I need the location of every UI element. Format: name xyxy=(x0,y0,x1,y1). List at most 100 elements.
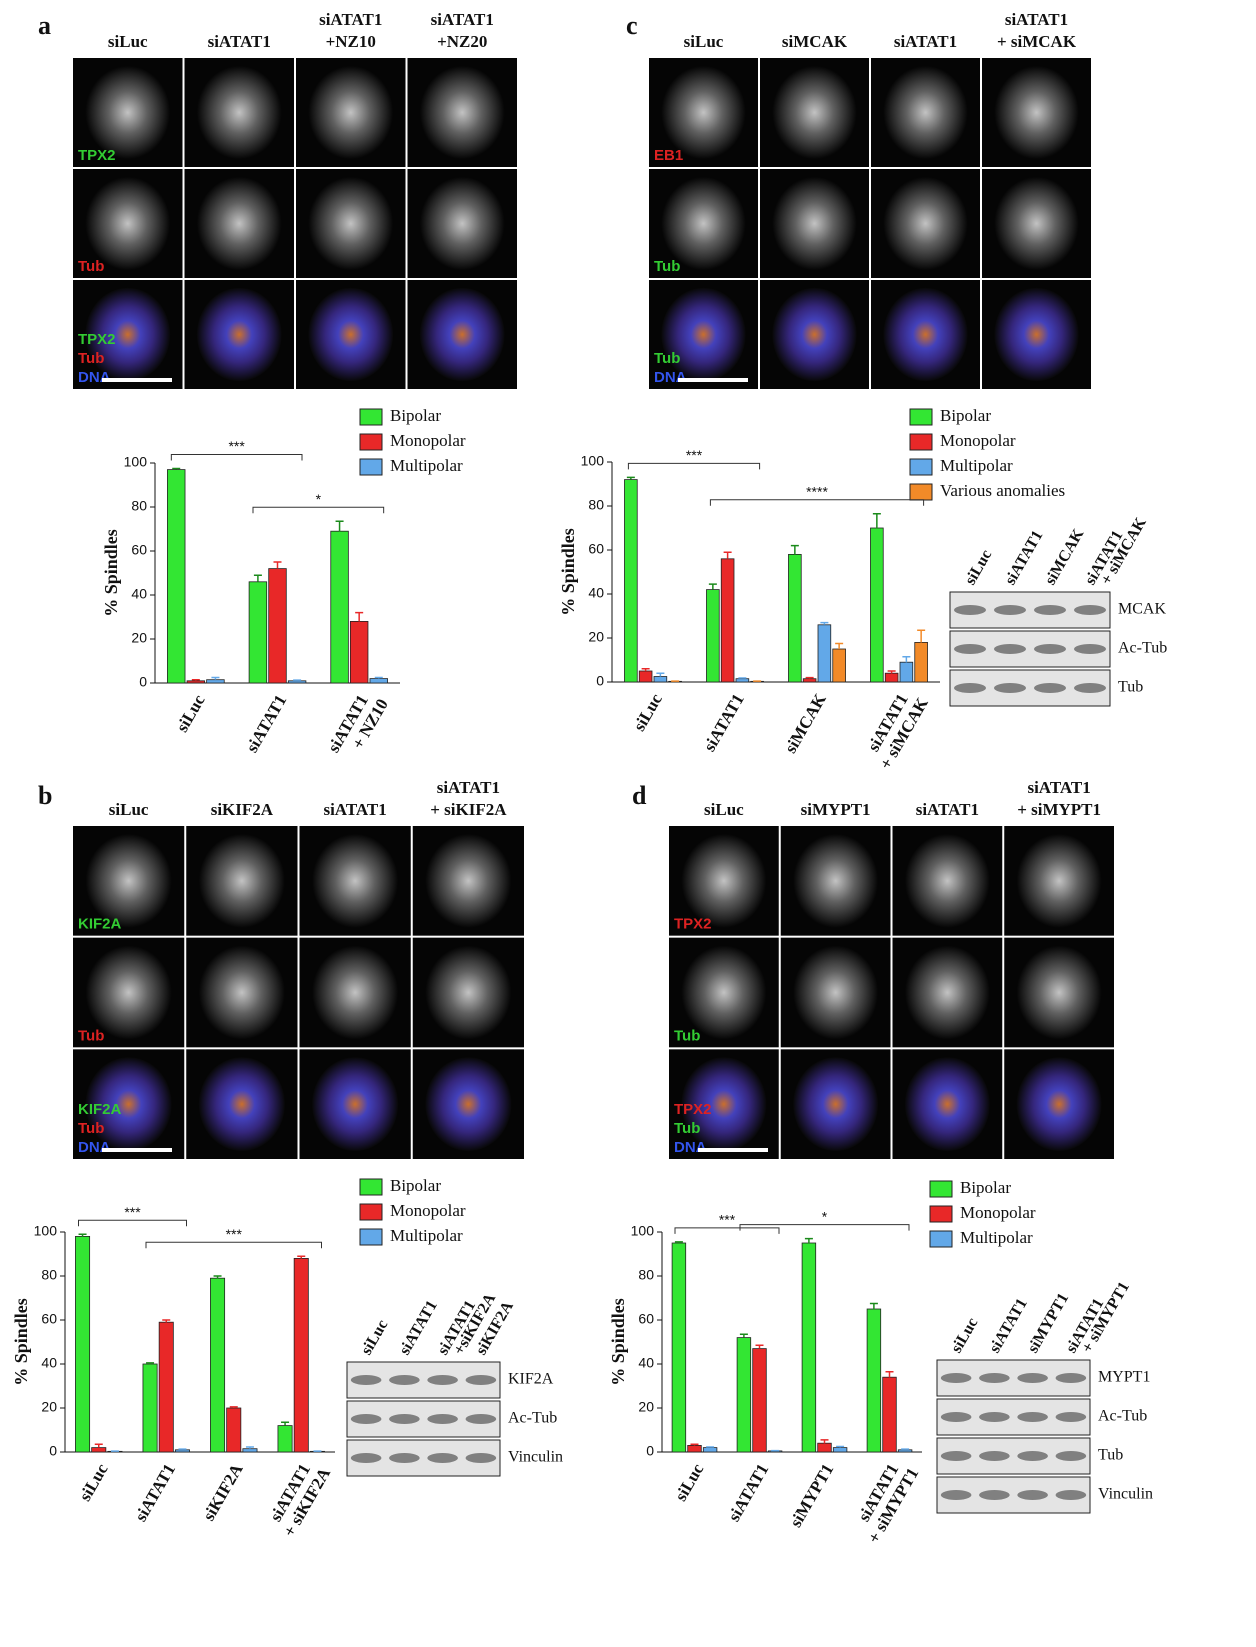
micrograph-signal xyxy=(198,833,285,928)
y-axis-label: % Spindles xyxy=(558,528,578,616)
bar xyxy=(720,558,735,683)
error-bar xyxy=(820,1439,829,1444)
legend-swatch xyxy=(359,408,383,426)
micrograph-signal xyxy=(1016,945,1102,1040)
blot-band xyxy=(954,644,986,654)
blot-band xyxy=(979,1412,1010,1422)
bar xyxy=(206,679,225,684)
micrograph-signal xyxy=(661,287,746,382)
legend-swatch xyxy=(909,483,933,501)
micrograph-signal xyxy=(793,1057,879,1152)
legend-swatch xyxy=(359,1178,383,1196)
bar xyxy=(802,678,817,683)
column-header: siLuc xyxy=(109,800,149,819)
y-tick-label: 20 xyxy=(41,1399,57,1415)
x-tick-label: siMCAK xyxy=(781,690,830,757)
micrograph-signal xyxy=(85,176,171,271)
blot-band xyxy=(1034,644,1066,654)
bar xyxy=(736,1337,752,1453)
bar xyxy=(248,581,268,684)
bar xyxy=(142,1363,158,1453)
lane-label: siATAT1 xyxy=(1002,528,1047,588)
y-tick-label: 40 xyxy=(638,1355,654,1371)
micrograph-signal xyxy=(196,287,282,382)
legend-label: Multipolar xyxy=(390,1226,463,1245)
blot-row-label: Tub xyxy=(1118,679,1143,696)
significance-label: *** xyxy=(719,1212,736,1228)
blot-band xyxy=(1055,1490,1087,1500)
panel-letter: c xyxy=(626,11,638,40)
legend-swatch xyxy=(359,458,383,476)
bar xyxy=(899,661,914,683)
micrograph-signal xyxy=(793,945,879,1040)
error-bar xyxy=(172,467,181,470)
micrograph-signal xyxy=(904,833,990,928)
y-tick-label: 0 xyxy=(49,1443,57,1459)
column-header: +NZ20 xyxy=(437,32,487,51)
error-bar xyxy=(273,561,282,569)
bar xyxy=(897,1449,913,1453)
micrograph-signal xyxy=(994,176,1079,271)
column-header: siMYPT1 xyxy=(801,800,871,819)
stain-label: DNA xyxy=(78,1139,111,1156)
bar xyxy=(671,1242,687,1453)
micrograph-signal xyxy=(1016,1057,1102,1152)
error-bar xyxy=(804,1237,813,1243)
error-bar xyxy=(641,668,650,671)
legend-label: Monopolar xyxy=(940,431,1016,450)
blot-band xyxy=(350,1375,382,1385)
legend-label: Bipolar xyxy=(390,1176,441,1195)
micrograph-signal xyxy=(904,1057,990,1152)
blot-band xyxy=(427,1414,458,1424)
stain-label: Tub xyxy=(654,350,680,367)
bar xyxy=(882,1376,897,1453)
micrograph-signal xyxy=(883,287,968,382)
stain-label: Tub xyxy=(78,350,104,367)
error-bar xyxy=(626,476,635,480)
error-bar xyxy=(836,1445,845,1448)
stain-label: KIF2A xyxy=(78,1101,122,1118)
micrograph-signal xyxy=(85,945,172,1040)
column-header: siATAT1 xyxy=(431,10,494,29)
error-bar xyxy=(872,512,881,528)
x-tick-label: siLuc xyxy=(671,1460,708,1504)
micrograph-signal xyxy=(85,65,171,160)
error-bar xyxy=(869,1302,878,1309)
stain-label: Tub xyxy=(674,1120,700,1137)
error-bar xyxy=(723,551,732,559)
bar xyxy=(817,624,832,683)
micrograph-signal xyxy=(85,1057,172,1152)
y-axis-label: % Spindles xyxy=(101,529,121,617)
blot-band xyxy=(1074,605,1106,615)
micrograph-signal xyxy=(419,287,505,382)
blot-row-label: KIF2A xyxy=(508,1371,554,1388)
lane-label: siLuc xyxy=(962,547,995,588)
micrograph-signal xyxy=(994,65,1079,160)
bar xyxy=(287,680,307,684)
legend-swatch xyxy=(929,1230,953,1248)
error-bar xyxy=(245,1446,254,1449)
bar xyxy=(349,621,369,684)
blot-band xyxy=(1034,605,1066,615)
error-bar xyxy=(94,1443,103,1448)
blot-band xyxy=(1074,644,1106,654)
stain-label: TPX2 xyxy=(78,147,116,164)
micrograph-signal xyxy=(772,287,857,382)
legend-swatch xyxy=(359,1228,383,1246)
x-tick-label: siLuc xyxy=(75,1460,112,1504)
blot-band xyxy=(979,1451,1010,1461)
y-tick-label: 0 xyxy=(596,673,604,689)
column-header: + siMCAK xyxy=(997,32,1077,51)
stain-label: KIF2A xyxy=(78,916,122,933)
significance-bracket xyxy=(627,462,761,470)
error-bar xyxy=(835,642,844,649)
bar xyxy=(752,1348,767,1453)
error-bar xyxy=(146,1362,155,1364)
micrograph-signal xyxy=(312,1057,399,1152)
x-tick-label: siATAT1 xyxy=(700,690,748,754)
significance-bracket xyxy=(674,1227,780,1234)
blot-band xyxy=(427,1375,458,1385)
micrograph-signal xyxy=(308,176,394,271)
column-header: siLuc xyxy=(704,800,744,819)
